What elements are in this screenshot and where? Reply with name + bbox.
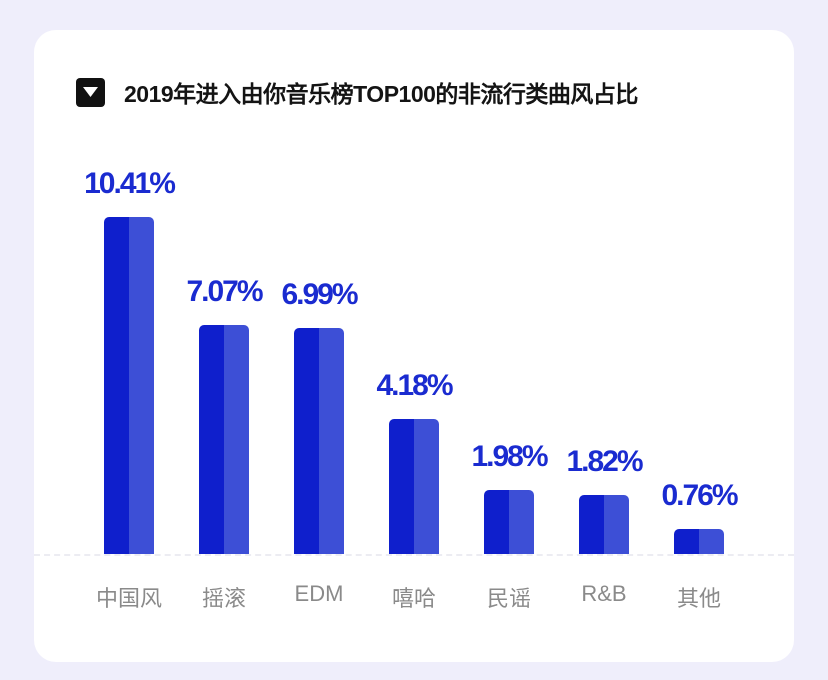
bar[interactable]	[674, 529, 724, 554]
bar[interactable]	[579, 495, 629, 554]
bar[interactable]	[104, 217, 154, 554]
category-label: 嘻哈	[391, 586, 436, 611]
bar-value-label: 6.99%	[281, 278, 358, 311]
category-label: 摇滚	[201, 586, 246, 611]
bar[interactable]	[199, 325, 249, 554]
chart-title: 2019年进入由你音乐榜TOP100的非流行类曲风占比	[124, 81, 638, 107]
bar-value-label: 1.98%	[471, 440, 548, 473]
bar-shade-light	[509, 490, 534, 554]
bar-shade-dark	[389, 419, 414, 554]
bar-shade-dark	[484, 490, 509, 554]
bar-shade-dark	[104, 217, 129, 554]
bar[interactable]	[389, 419, 439, 554]
category-label: R&B	[581, 581, 627, 606]
bar-value-label: 10.41%	[84, 167, 176, 200]
chart-header: 2019年进入由你音乐榜TOP100的非流行类曲风占比	[76, 76, 638, 108]
bar-shade-light	[319, 328, 344, 554]
bar-shade-light	[414, 419, 439, 554]
bar-shade-light	[224, 325, 249, 554]
bar-value-label: 1.82%	[566, 445, 643, 478]
category-label: 民谣	[486, 586, 531, 611]
bar-value-label: 0.76%	[661, 479, 738, 512]
bar-shade-dark	[579, 495, 604, 554]
bar-value-label: 4.18%	[376, 369, 453, 402]
bar-shade-light	[699, 529, 724, 554]
chart-card: 2019年进入由你音乐榜TOP100的非流行类曲风占比 10.41% 中国风 7.0…	[34, 30, 794, 662]
category-label: 中国风	[95, 586, 162, 611]
bar-shade-dark	[674, 529, 699, 554]
bar-shade-light	[604, 495, 629, 554]
category-label: EDM	[294, 581, 344, 606]
bar-value-label: 7.07%	[186, 275, 263, 308]
bar-chart: 10.41% 中国风 7.07% 摇滚 6.99% EDM 4.18% 嘻哈 1.98% 民谣 1.…	[34, 30, 794, 662]
category-label: 其他	[676, 586, 721, 611]
chart-baseline	[34, 554, 794, 556]
caret-down-icon[interactable]	[76, 77, 105, 107]
bar-shade-dark	[199, 325, 224, 554]
bar-shade-dark	[294, 328, 319, 554]
bar[interactable]	[484, 490, 534, 554]
bar-shade-light	[129, 217, 154, 554]
bar[interactable]	[294, 328, 344, 554]
